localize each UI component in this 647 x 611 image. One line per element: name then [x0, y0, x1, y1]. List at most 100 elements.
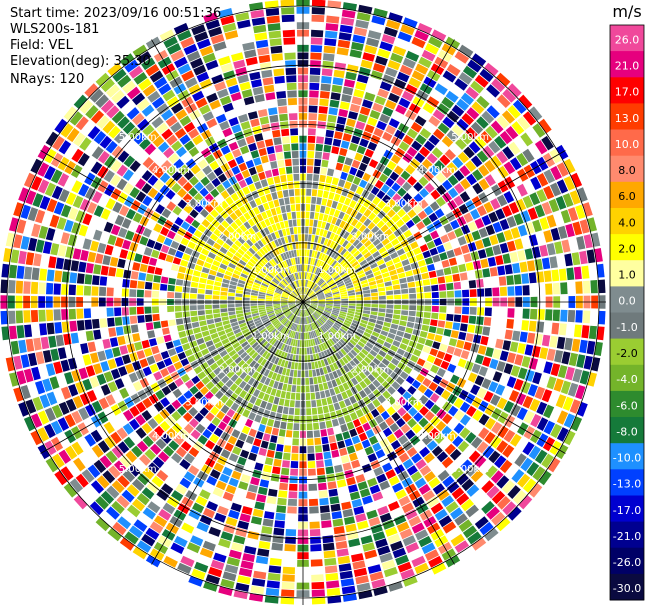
velocity-cell — [500, 243, 509, 254]
velocity-cell — [175, 346, 184, 354]
velocity-cell — [264, 85, 275, 93]
velocity-cell — [589, 265, 597, 279]
velocity-cell — [371, 308, 378, 312]
velocity-cell — [322, 535, 333, 543]
velocity-cell — [158, 252, 167, 260]
velocity-cell — [248, 184, 256, 192]
velocity-cell — [168, 313, 175, 320]
velocity-cell — [520, 332, 528, 343]
velocity-cell — [168, 285, 175, 292]
velocity-cell — [371, 304, 378, 308]
velocity-cell — [351, 42, 364, 51]
velocity-cell — [261, 179, 268, 187]
velocity-cell — [88, 252, 97, 263]
velocity-cell — [391, 324, 399, 330]
velocity-cell — [547, 349, 556, 361]
velocity-cell — [462, 307, 469, 315]
velocity-cell — [161, 351, 170, 360]
velocity-cell — [521, 273, 529, 284]
velocity-cell — [544, 270, 552, 282]
velocity-cell — [469, 280, 477, 288]
velocity-cell — [95, 253, 104, 263]
velocity-cell — [349, 298, 356, 301]
velocity-cell — [413, 247, 421, 255]
velocity-cell — [371, 296, 378, 300]
range-label: 5.00km — [119, 464, 157, 475]
velocity-cell — [404, 265, 412, 272]
velocity-cell — [102, 255, 111, 265]
velocity-cell — [282, 384, 287, 391]
velocity-cell — [296, 393, 301, 400]
velocity-cell — [147, 330, 155, 338]
velocity-cell — [434, 335, 442, 343]
velocity-cell — [482, 237, 491, 247]
velocity-cell — [314, 438, 321, 445]
velocity-cell — [332, 85, 343, 93]
velocity-cell — [462, 290, 469, 298]
velocity-cell — [579, 340, 588, 354]
velocity-cell — [77, 320, 85, 331]
velocity-cell — [290, 227, 294, 234]
velocity-cell — [326, 580, 339, 588]
velocity-cell — [454, 315, 461, 323]
velocity-cell — [102, 339, 111, 349]
velocity-cell — [294, 363, 298, 370]
velocity-cell — [409, 305, 416, 310]
velocity-cell — [347, 422, 355, 431]
velocity-cell — [261, 417, 268, 425]
velocity-cell — [306, 189, 311, 196]
velocity-cell — [284, 376, 289, 383]
velocity-cell — [277, 437, 284, 445]
velocity-cell — [313, 423, 319, 430]
velocity-cell — [222, 283, 229, 288]
velocity-cell — [266, 303, 273, 305]
velocity-cell — [446, 314, 453, 321]
velocity-cell — [173, 257, 181, 265]
velocity-cell — [283, 559, 295, 566]
velocity-cell — [228, 296, 235, 300]
velocity-cell — [214, 318, 221, 323]
velocity-cell — [278, 490, 287, 498]
velocity-cell — [342, 586, 356, 595]
velocity-cell — [454, 282, 461, 290]
velocity-cell — [251, 516, 262, 525]
velocity-cell — [92, 275, 100, 285]
velocity-cell — [334, 70, 345, 78]
velocity-cell — [140, 264, 148, 273]
velocity-cell — [161, 320, 169, 327]
velocity-cell — [334, 194, 341, 202]
velocity-cell — [160, 306, 167, 313]
velocity-cell — [267, 496, 277, 504]
velocity-cell — [240, 146, 249, 155]
velocity-cell — [318, 114, 327, 122]
velocity-cell — [295, 196, 300, 203]
velocity-cell — [314, 384, 319, 391]
velocity-cell — [190, 294, 197, 299]
velocity-cell — [461, 315, 469, 323]
velocity-cell — [326, 420, 333, 428]
velocity-cell — [175, 312, 182, 318]
range-label: 5.00km — [451, 464, 489, 475]
velocity-cell — [214, 281, 221, 286]
velocity-cell — [151, 250, 160, 259]
velocity-cell — [454, 348, 463, 357]
velocity-cell — [482, 268, 490, 277]
velocity-cell — [304, 272, 306, 279]
velocity-cell — [291, 143, 298, 150]
velocity-cell — [335, 62, 347, 70]
velocity-cell — [274, 520, 285, 528]
velocity-cell — [354, 443, 363, 452]
velocity-cell — [311, 37, 323, 44]
velocity-cell — [425, 257, 433, 265]
range-label: 1.00km — [318, 265, 356, 276]
velocity-cell — [246, 160, 255, 169]
velocity-cell — [293, 423, 299, 430]
velocity-cell — [327, 428, 334, 436]
velocity-cell — [228, 308, 235, 312]
velocity-cell — [325, 565, 338, 573]
velocity-cell — [192, 276, 200, 282]
velocity-cell — [319, 213, 324, 220]
velocity-cell — [153, 321, 161, 329]
velocity-cell — [353, 506, 364, 515]
